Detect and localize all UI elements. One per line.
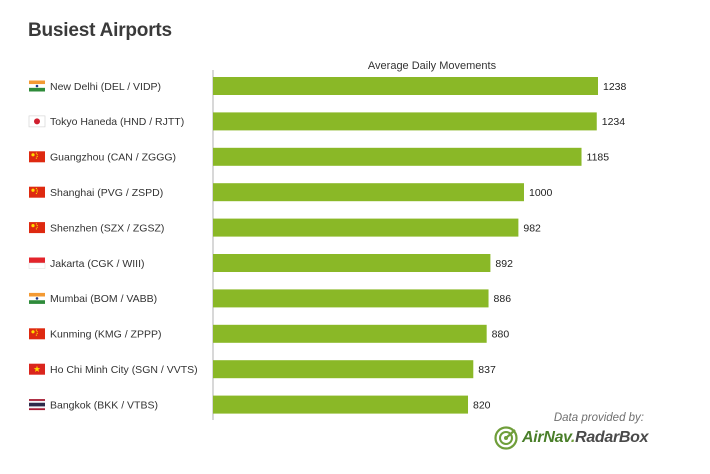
bar xyxy=(213,360,474,379)
bars: New Delhi (DEL / VIDP) 1238 Tokyo Haneda (… xyxy=(28,77,627,414)
bar-row: Bangkok (BKK / VTBS) 820 xyxy=(29,395,491,414)
bar xyxy=(213,289,489,308)
radar-logo-icon xyxy=(494,426,518,450)
bar-row: Shenzhen (SZX / ZGSZ) 982 xyxy=(29,218,541,237)
flag-japan-icon xyxy=(28,115,46,128)
value-label: 880 xyxy=(492,329,510,341)
value-label: 892 xyxy=(495,258,513,270)
category-label: Jakarta (CGK / WIII) xyxy=(50,258,145,270)
category-label: Guangzhou (CAN / ZGGG) xyxy=(50,152,176,164)
flag-china-icon xyxy=(29,328,45,340)
bar xyxy=(213,395,469,414)
value-label: 820 xyxy=(473,399,491,411)
value-label: 886 xyxy=(494,293,512,305)
bar xyxy=(213,112,597,131)
bar-row: Ho Chi Minh City (SGN / VVTS) 837 xyxy=(29,360,496,379)
category-label: Kunming (KMG / ZPPP) xyxy=(50,329,161,341)
flag-indonesia-icon xyxy=(28,257,46,269)
bar-row: Jakarta (CGK / WIII) 892 xyxy=(28,254,513,272)
bar xyxy=(213,147,582,166)
flag-thailand-icon xyxy=(29,399,45,411)
bar-row: Tokyo Haneda (HND / RJTT) 1234 xyxy=(28,112,626,131)
value-label: 982 xyxy=(523,222,541,234)
data-provider-note: Data provided by: xyxy=(553,412,644,424)
category-label: Tokyo Haneda (HND / RJTT) xyxy=(50,116,184,128)
flag-vietnam-icon xyxy=(29,363,45,375)
bar-row: Mumbai (BOM / VABB) 886 xyxy=(29,289,512,308)
category-label: Mumbai (BOM / VABB) xyxy=(50,293,157,305)
airnav-radarbox-logo[interactable]: AirNav.RadarBox xyxy=(494,426,649,450)
bar xyxy=(213,183,524,202)
flag-india-icon xyxy=(29,292,45,304)
brand-name: AirNav.RadarBox xyxy=(522,429,649,446)
bar-row: Shanghai (PVG / ZSPD) 1000 xyxy=(29,183,553,202)
value-label: 1000 xyxy=(529,187,553,199)
category-label: Shanghai (PVG / ZSPD) xyxy=(50,187,163,199)
value-label: 1238 xyxy=(603,81,627,93)
bar xyxy=(213,218,519,237)
category-label: New Delhi (DEL / VIDP) xyxy=(50,81,161,93)
bar-row: New Delhi (DEL / VIDP) 1238 xyxy=(29,77,627,95)
flag-china-icon xyxy=(29,222,45,234)
series-label: Average Daily Movements xyxy=(368,60,497,72)
category-label: Ho Chi Minh City (SGN / VVTS) xyxy=(50,364,198,376)
category-label: Shenzhen (SZX / ZGSZ) xyxy=(50,222,164,234)
category-label: Bangkok (BKK / VTBS) xyxy=(50,399,158,411)
bar xyxy=(213,324,487,343)
chart-title: Busiest Airports xyxy=(28,20,172,41)
bar-row: Guangzhou (CAN / ZGGG) 1185 xyxy=(29,147,610,166)
value-label: 1185 xyxy=(587,152,610,164)
bar-row: Kunming (KMG / ZPPP) 880 xyxy=(29,324,510,343)
flag-china-icon xyxy=(29,151,45,163)
flag-china-icon xyxy=(29,186,45,198)
bar xyxy=(213,254,491,272)
value-label: 837 xyxy=(478,364,496,376)
bar xyxy=(213,77,598,95)
value-label: 1234 xyxy=(602,116,626,128)
flag-india-icon xyxy=(29,80,45,92)
